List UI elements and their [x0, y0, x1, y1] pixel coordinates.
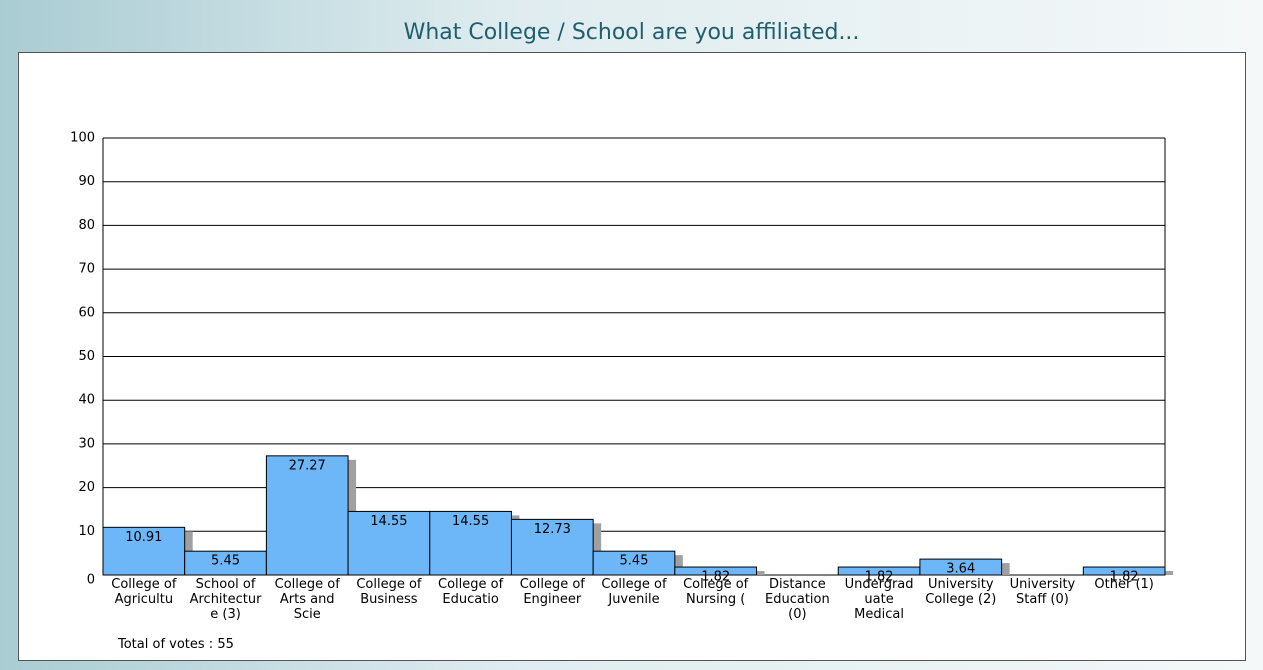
bar: [265, 455, 349, 576]
value-label: 5.45: [620, 554, 649, 569]
value-label: 1.82: [1110, 570, 1139, 585]
x-tick-label: College of Agricultu: [111, 577, 177, 607]
x-tick-label: College of Arts and Scie: [274, 577, 340, 622]
x-tick-label: College of Nursing (: [683, 577, 749, 607]
y-tick-label: 60: [78, 305, 95, 320]
bar: [674, 566, 758, 576]
value-label: 27.27: [289, 458, 326, 473]
bar: [919, 558, 1003, 576]
x-tick-label: College of Business: [356, 577, 422, 607]
value-label: 3.64: [946, 562, 975, 577]
x-tick-label: University College (2): [925, 577, 997, 607]
value-label: 1.82: [701, 570, 730, 585]
y-tick-label: 10: [78, 524, 95, 539]
x-tick-label: College of Engineer: [519, 577, 585, 607]
x-tick-label: College of Educatio: [438, 577, 504, 607]
chart-title: What College / School are you affiliated…: [403, 20, 860, 45]
value-label: 12.73: [534, 522, 571, 537]
value-label: 10.91: [125, 530, 162, 545]
y-tick-label: 40: [78, 393, 95, 408]
bar: [510, 518, 594, 576]
y-tick-label: 70: [78, 262, 95, 277]
x-tick-label: College of Juvenile: [601, 577, 667, 607]
x-tick-label: Distance Education (0): [765, 577, 830, 622]
value-label: 14.55: [452, 514, 489, 529]
value-label: 14.55: [370, 514, 407, 529]
y-tick-label: 100: [70, 131, 95, 146]
bar: [429, 510, 512, 576]
value-label: 1.82: [865, 570, 894, 585]
x-tick-label: Other (1): [1094, 577, 1154, 592]
y-tick-label: 30: [78, 436, 95, 451]
bar: [592, 550, 676, 576]
y-tick-label: 90: [78, 174, 95, 189]
footer: Total of votes : 55: [118, 637, 234, 652]
y-tick-label: 20: [78, 480, 95, 495]
x-tick-label: University Staff (0): [1009, 577, 1076, 607]
x-tick-label: Undergraduate Medical: [844, 577, 914, 622]
y-tick-label: 80: [78, 218, 95, 233]
y-tick-label: 0: [87, 573, 95, 588]
bar: [102, 526, 186, 576]
y-tick-label: 50: [78, 349, 95, 364]
x-tick-label: School of Architecture (3): [189, 577, 262, 622]
bar: [1082, 566, 1166, 576]
value-label: 5.45: [211, 554, 240, 569]
bar: [347, 510, 431, 576]
